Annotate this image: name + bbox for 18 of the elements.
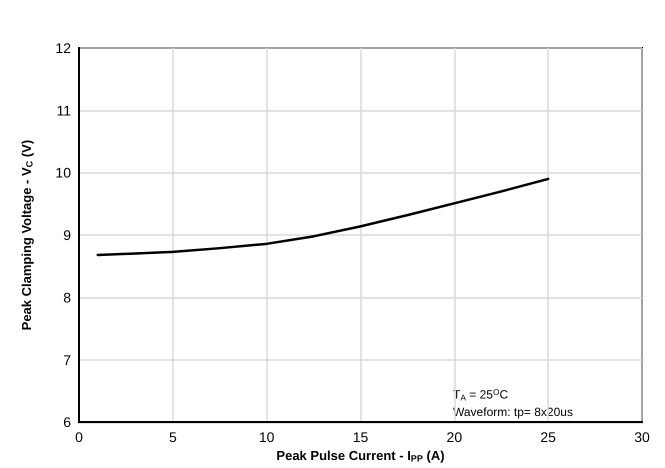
y-tick-label: 7 (63, 352, 72, 368)
x-tick-label: 20 (446, 429, 462, 446)
x-tick-label: 30 (634, 429, 650, 446)
y-tick-label: 11 (56, 102, 72, 118)
x-tick-label: 0 (75, 429, 84, 446)
x-tick-label: 15 (352, 429, 368, 446)
y-tick-label: 12 (55, 40, 72, 56)
line-series (96, 178, 550, 256)
y-tick-label: 10 (55, 164, 72, 181)
y-tick-label: 9 (63, 227, 72, 244)
y-tick-label: 6 (63, 414, 72, 430)
annotation: Waveform: tp= 8x20us (453, 405, 573, 419)
y-tick-label: 8 (63, 289, 72, 306)
x-tick-label: 25 (540, 429, 556, 446)
x-tick-label: 5 (168, 429, 177, 446)
x-axis-title: Peak Pulse Current - IPP (A) (276, 448, 445, 464)
y-axis-title: Peak Clamping Voltage - VC (V) (19, 140, 34, 330)
x-tick-label: 10 (258, 429, 275, 446)
